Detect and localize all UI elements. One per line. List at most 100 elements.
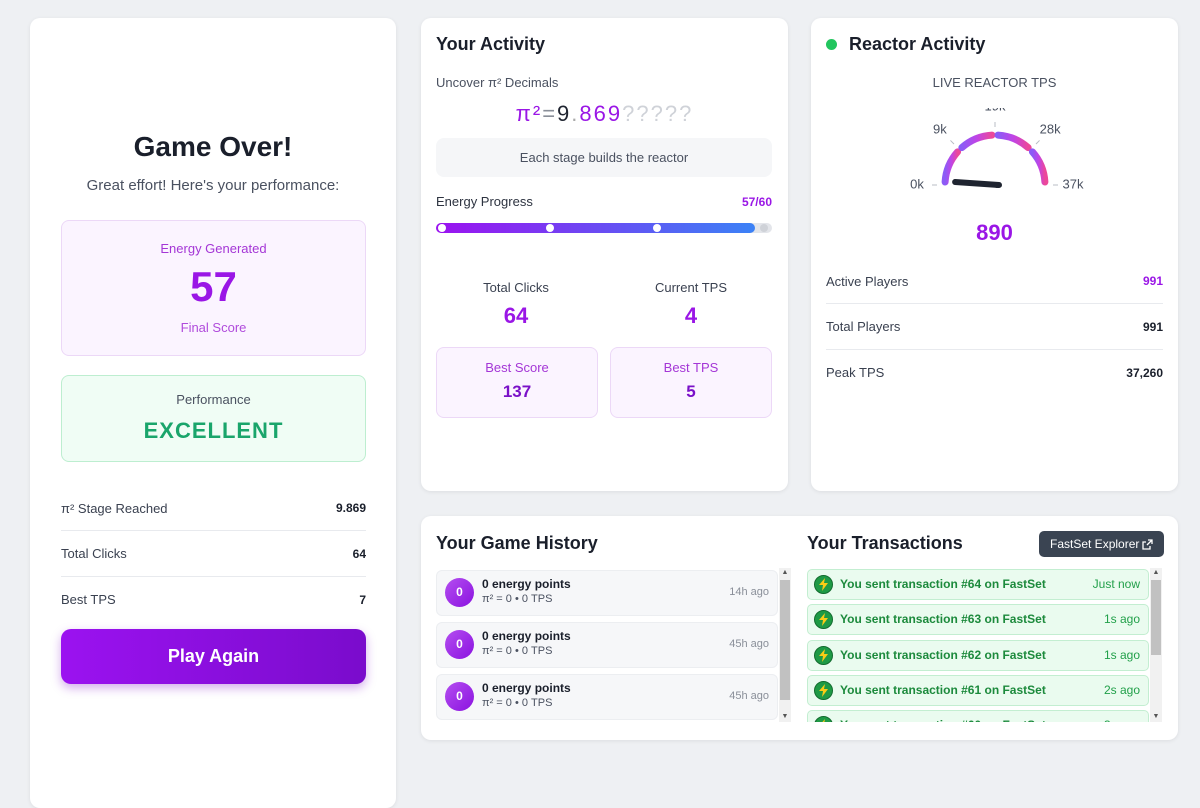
- scrollbar[interactable]: ▲ ▼: [1150, 568, 1162, 722]
- stat-label: Active Players: [826, 273, 909, 289]
- stat-label: Best TPS: [61, 592, 116, 607]
- explorer-label: FastSet Explorer: [1050, 537, 1140, 551]
- stat-row: π² Stage Reached 9.869: [61, 486, 366, 531]
- stat-label: Total Clicks: [61, 546, 127, 561]
- stat-row: Peak TPS 37,260: [826, 350, 1163, 395]
- lightning-path: [819, 648, 828, 662]
- transaction-text: You sent transaction #64 on FastSet: [840, 577, 1046, 591]
- transaction-icon: [814, 680, 833, 700]
- lightning-icon: [822, 719, 825, 722]
- activity-title: Your Activity: [436, 34, 546, 54]
- pi-symbol: π²: [515, 101, 543, 126]
- progress-fill: [436, 223, 756, 233]
- history-icon: 0: [445, 682, 474, 711]
- transaction-time: 1s ago: [1103, 647, 1140, 662]
- lightning-path: [819, 683, 828, 697]
- lightning-path: [819, 613, 828, 627]
- best-label: Best Score: [485, 360, 549, 375]
- history-title: 0 energy points: [482, 577, 571, 591]
- gauge-arc: [994, 131, 1032, 152]
- pi-hidden: ?????: [622, 101, 694, 126]
- transaction-item: You sent transaction #63 on FastSet 1s ag…: [807, 604, 1149, 636]
- stat-value: 37,260: [1126, 365, 1163, 380]
- progress-text: 57/60: [742, 192, 772, 212]
- gauge-tick-label: 37k: [1063, 176, 1084, 191]
- history-item: 0 0 energy points π² = 0 • 0 TPS 14h ago: [436, 570, 778, 616]
- stat-value: 9.869: [335, 501, 366, 515]
- gauge-tick: [950, 140, 955, 145]
- best-value: 137: [502, 382, 532, 401]
- gauge-arc: [941, 148, 962, 186]
- stat-label: Current TPS: [654, 280, 727, 295]
- stat-row: Total Clicks 64: [61, 532, 366, 577]
- stat-row: Active Players 991: [826, 259, 1163, 304]
- stat-value: 4: [684, 303, 698, 328]
- hint-box: Each stage builds the reactor: [436, 138, 772, 177]
- history-title: 0 energy points: [482, 629, 571, 643]
- history-icon: 0: [445, 578, 474, 607]
- game-over-card: Game Over! Great effort! Here's your per…: [30, 18, 396, 808]
- stat-value: 7: [359, 592, 366, 607]
- transaction-item: You sent transaction #64 on FastSet Just …: [807, 569, 1149, 600]
- transaction-icon: [814, 716, 833, 722]
- activity-card: Your Activity Uncover π² Decimals π²=9.8…: [421, 18, 788, 491]
- history-time: 45h ago: [729, 690, 769, 702]
- best-box: Best Score 137: [436, 347, 598, 418]
- scrollbar[interactable]: ▲ ▼: [779, 568, 791, 722]
- lightning-path: [819, 578, 828, 591]
- stat-label: Total Clicks: [483, 280, 549, 295]
- transaction-icon: [814, 575, 833, 594]
- best-label: Best TPS: [663, 360, 719, 375]
- pi-dot: .: [571, 101, 580, 126]
- stat-value: 991: [1142, 274, 1163, 288]
- history-title: 0 energy points: [482, 681, 571, 695]
- best-value: 5: [686, 382, 696, 401]
- hint-text: Each stage builds the reactor: [519, 150, 689, 165]
- pi-equals: =: [542, 101, 558, 126]
- history-detail: π² = 0 • 0 TPS: [482, 645, 553, 657]
- gauge-needle: [952, 179, 1002, 188]
- milestone-dot: [546, 224, 554, 232]
- transaction-text: You sent transaction #63 on FastSet: [840, 612, 1046, 627]
- pi-integer: 9: [557, 101, 572, 126]
- transaction-time: 1s ago: [1103, 612, 1140, 627]
- history-detail: π² = 0 • 0 TPS: [482, 593, 553, 605]
- transaction-text: You sent transaction #60 on FastSet: [840, 715, 1046, 722]
- energy-value: 57: [190, 263, 237, 310]
- stat-row: Total Players 991: [826, 305, 1163, 350]
- gauge-arc: [958, 131, 996, 152]
- progress-max: 60: [758, 195, 772, 209]
- play-again-button[interactable]: Play Again: [61, 629, 366, 684]
- lightning-icon: [819, 648, 828, 662]
- transaction-icon: [814, 610, 833, 630]
- performance-value: EXCELLENT: [143, 418, 284, 443]
- stat-label: π² Stage Reached: [61, 500, 168, 516]
- milestone-dot: [760, 224, 768, 232]
- game-over-subtitle: Great effort! Here's your performance:: [86, 177, 340, 194]
- gauge-tick-label: 28k: [1040, 121, 1061, 136]
- transaction-time: 2s ago: [1103, 682, 1140, 697]
- progress-separator: /: [755, 195, 759, 209]
- pi-found: 869: [579, 101, 623, 126]
- transaction-item: You sent transaction #61 on FastSet 2s ag…: [807, 674, 1149, 706]
- transaction-text: You sent transaction #62 on FastSet: [840, 647, 1046, 662]
- progress-label: Energy Progress: [436, 194, 533, 209]
- explorer-button[interactable]: FastSet Explorer: [1039, 531, 1164, 557]
- history-item: 0 0 energy points π² = 0 • 0 TPS 45h ago: [436, 674, 778, 720]
- lightning-icon: [819, 613, 828, 627]
- stat-value: 64: [352, 546, 366, 561]
- performance-label: Performance: [176, 392, 251, 407]
- energy-label: Energy Generated: [160, 241, 267, 256]
- gauge-tick-label: 19k: [985, 108, 1006, 113]
- milestone-dot: [653, 224, 661, 232]
- history-icon: 0: [445, 630, 474, 659]
- stat-label: Peak TPS: [826, 365, 885, 380]
- transaction-icon: [814, 645, 833, 665]
- history-card: Your Game History 0 0 energy points π² = 0…: [421, 516, 1178, 740]
- gauge-arc: [1028, 148, 1049, 186]
- gauge-tick-label: 9k: [933, 121, 947, 136]
- energy-box: Energy Generated 57 Final Score: [61, 220, 366, 356]
- pi-line: π²=9.869?????: [421, 100, 788, 128]
- history-item: 0 0 energy points π² = 0 • 0 TPS 45h ago: [436, 622, 778, 668]
